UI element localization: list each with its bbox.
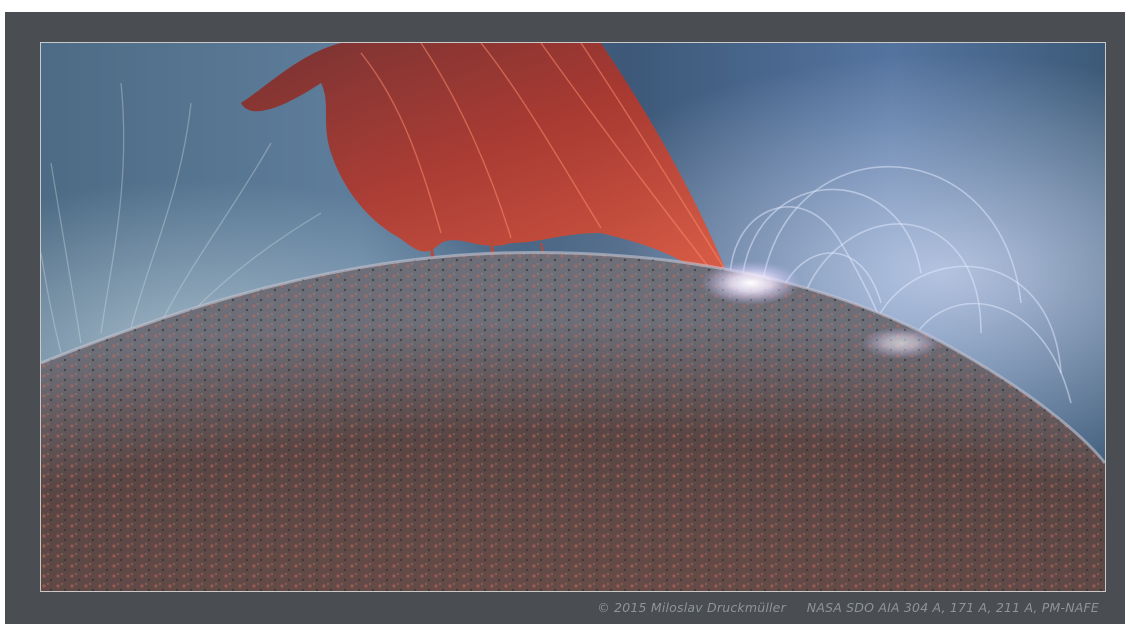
photo-caption: © 2015 Miloslav Druckmüller NASA SDO AIA…	[597, 600, 1099, 615]
source-text: NASA SDO AIA 304 A, 171 A, 211 A, PM-NAF…	[806, 600, 1099, 615]
gallery-frame: © 2015 Miloslav Druckmüller NASA SDO AIA…	[5, 12, 1125, 624]
copyright-text: © 2015 Miloslav Druckmüller	[597, 600, 786, 615]
solar-photo	[40, 42, 1106, 592]
solar-image	[41, 43, 1105, 591]
